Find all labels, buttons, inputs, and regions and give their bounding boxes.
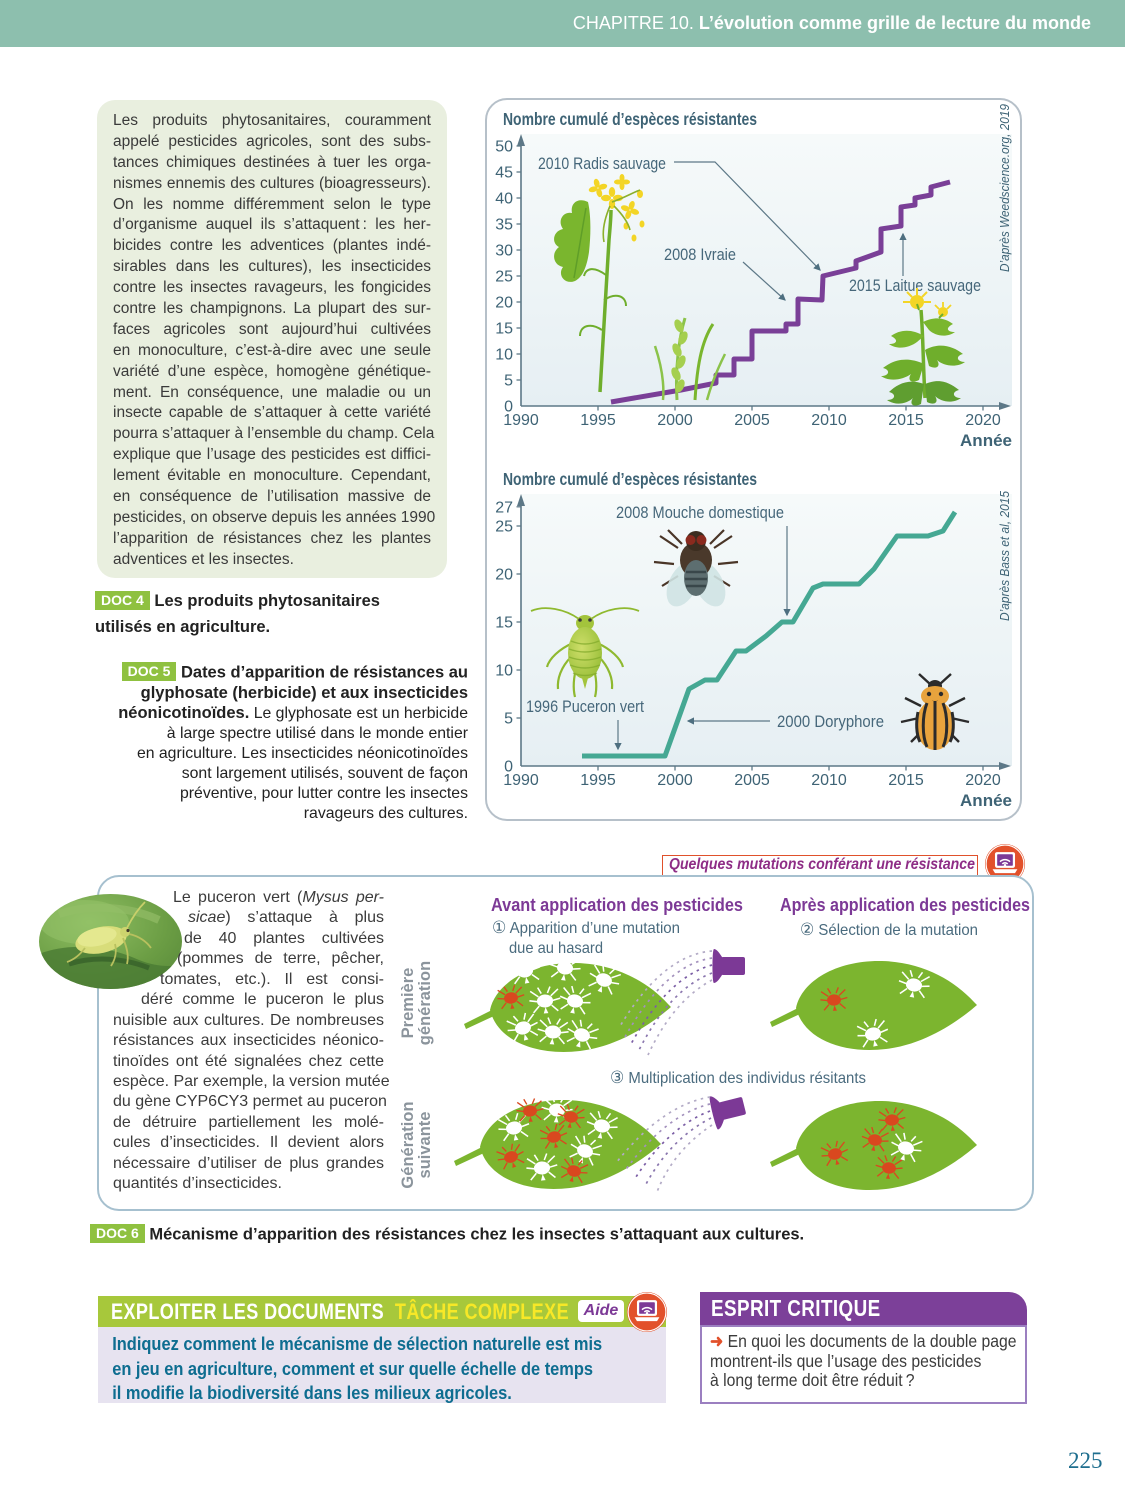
svg-text:2000: 2000: [657, 412, 693, 429]
svg-text:15: 15: [495, 321, 513, 338]
svg-text:2010 Radis sauvage: 2010 Radis sauvage: [538, 155, 666, 173]
svg-text:2015 Laitue sauvage: 2015 Laitue sauvage: [849, 277, 981, 295]
svg-text:40: 40: [495, 191, 513, 208]
svg-text:2000: 2000: [657, 772, 693, 789]
svg-text:2008 Mouche domestique: 2008 Mouche domestique: [616, 504, 784, 522]
svg-text:③ Multiplication des individus: ③ Multiplication des individus résitants: [610, 1068, 866, 1087]
svg-text:1990: 1990: [503, 412, 539, 429]
svg-text:2010: 2010: [811, 772, 847, 789]
svg-text:35: 35: [495, 217, 513, 234]
svg-text:Avant application des pesticid: Avant application des pesticides: [491, 895, 743, 915]
svg-text:2020: 2020: [965, 772, 1001, 789]
svg-text:15: 15: [495, 615, 513, 632]
svg-text:Après application des pesticid: Après application des pesticides: [780, 895, 1030, 915]
svg-text:2010: 2010: [811, 412, 847, 429]
svg-text:10: 10: [495, 663, 513, 680]
svg-text:Nombre cumulé d’espèces résist: Nombre cumulé d’espèces résistantes: [503, 109, 757, 129]
svg-text:10: 10: [495, 347, 513, 364]
svg-text:5: 5: [504, 373, 513, 390]
svg-text:30: 30: [495, 243, 513, 260]
svg-text:Année: Année: [960, 791, 1012, 810]
svg-text:0: 0: [504, 759, 513, 776]
svg-text:① Apparition d’une mutation: ① Apparition d’une mutation: [492, 918, 680, 937]
svg-text:20: 20: [495, 567, 513, 584]
svg-text:50: 50: [495, 139, 513, 156]
svg-text:1996 Puceron vert: 1996 Puceron vert: [526, 698, 644, 716]
svg-text:2008 Ivraie: 2008 Ivraie: [664, 246, 736, 264]
svg-text:45: 45: [495, 165, 513, 182]
svg-text:2020: 2020: [965, 412, 1001, 429]
svg-text:0: 0: [504, 399, 513, 416]
svg-text:due au hasard: due au hasard: [509, 940, 603, 957]
svg-text:2000 Doryphore: 2000 Doryphore: [777, 713, 884, 731]
svg-text:20: 20: [495, 295, 513, 312]
svg-text:1995: 1995: [580, 772, 616, 789]
svg-text:D’après Bass et al, 2015: D’après Bass et al, 2015: [998, 491, 1012, 621]
svg-text:25: 25: [495, 519, 513, 536]
svg-text:5: 5: [504, 711, 513, 728]
svg-text:2015: 2015: [888, 772, 924, 789]
svg-text:Nombre cumulé d’espèces résist: Nombre cumulé d’espèces résistantes: [503, 469, 757, 489]
svg-text:D’après Weedscience.org, 2019: D’après Weedscience.org, 2019: [998, 104, 1012, 272]
svg-text:1990: 1990: [503, 772, 539, 789]
svg-text:1995: 1995: [580, 412, 616, 429]
svg-text:2015: 2015: [888, 412, 924, 429]
svg-text:2005: 2005: [734, 412, 770, 429]
svg-text:27: 27: [495, 499, 513, 516]
svg-text:② Sélection de la mutation: ② Sélection de la mutation: [800, 920, 978, 939]
svg-text:2005: 2005: [734, 772, 770, 789]
svg-text:25: 25: [495, 269, 513, 286]
svg-text:Année: Année: [960, 431, 1012, 450]
